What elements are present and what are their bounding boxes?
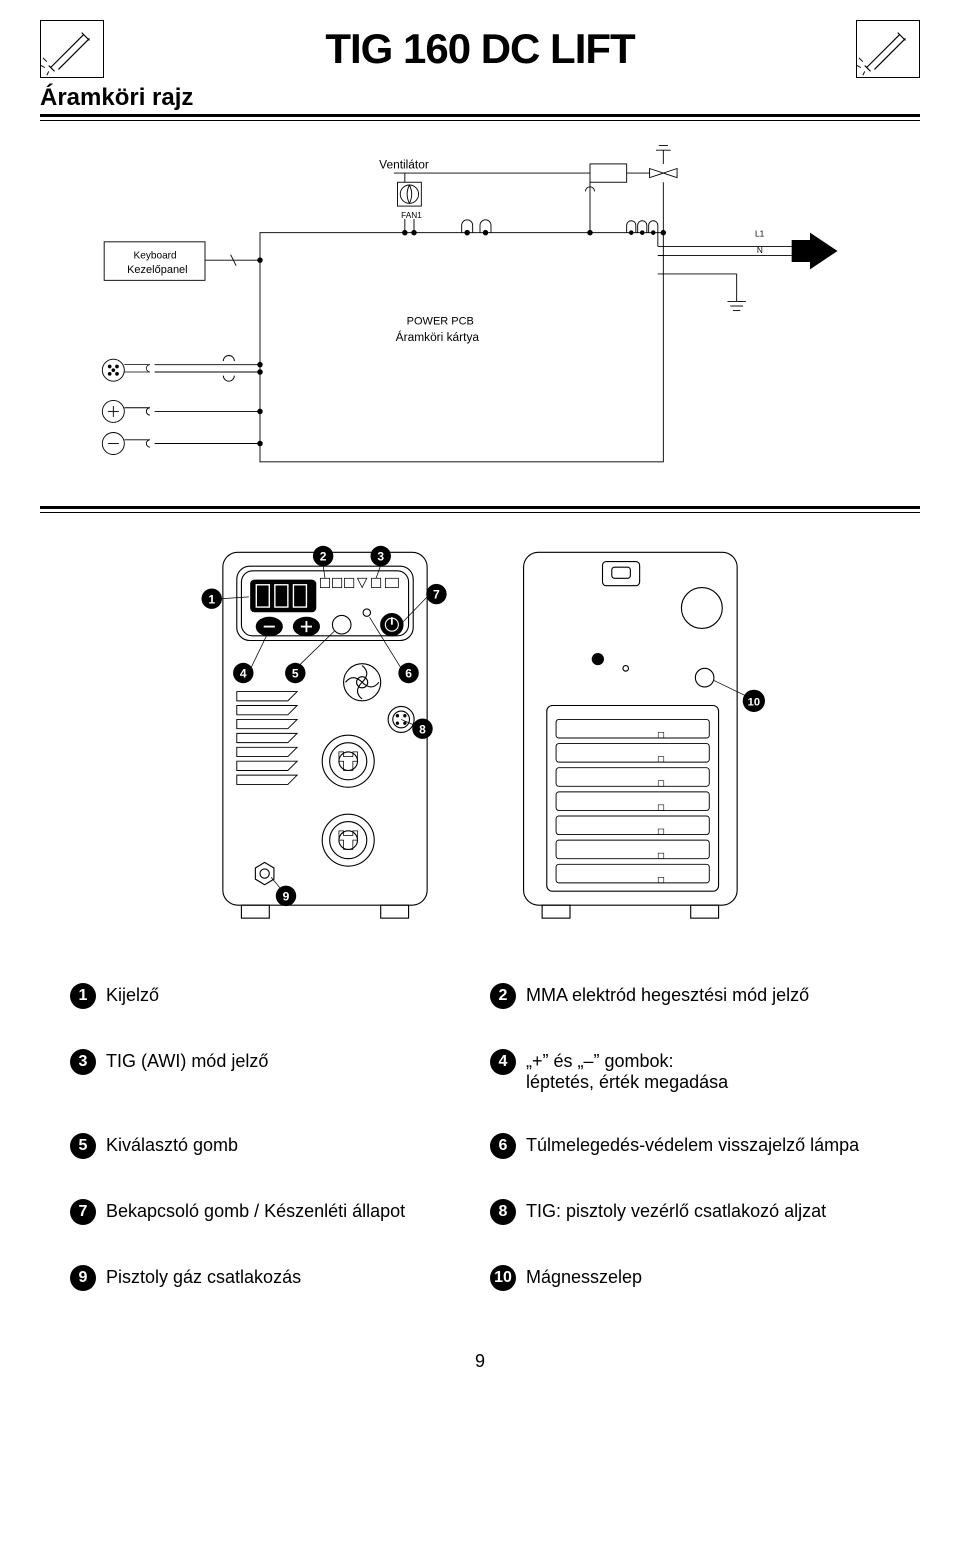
legend-badge: 3 [70, 1049, 96, 1075]
legend-item-7: 7 Bekapcsoló gomb / Készenléti állapot [70, 1199, 470, 1225]
svg-text:3: 3 [377, 550, 384, 564]
legend-text: Kijelző [106, 983, 159, 1006]
legend-item-5: 5 Kiválasztó gomb [70, 1133, 470, 1159]
front-panel-drawing: 1 2 3 4 5 6 7 8 9 [185, 543, 465, 933]
legend-text: „+” és „–” gombok: léptetés, érték megad… [526, 1049, 728, 1093]
svg-text:9: 9 [283, 890, 290, 904]
section-rule-2 [40, 506, 920, 513]
keyboard-label: Keyboard [134, 250, 177, 261]
legend-text: Mágnesszelep [526, 1265, 642, 1288]
legend-badge: 4 [490, 1049, 516, 1075]
page-header: TIG 160 DC LIFT [40, 20, 920, 78]
legend-item-9: 9 Pisztoly gáz csatlakozás [70, 1265, 470, 1291]
svg-text:4: 4 [240, 667, 247, 681]
legend-item-3: 3 TIG (AWI) mód jelző [70, 1049, 470, 1093]
circuit-diagram: POWER PCB Áramköri kártya Ventilátor FAN… [40, 141, 920, 476]
brand-logo-left [40, 20, 104, 78]
power-pcb-label: POWER PCB [407, 315, 474, 327]
legend-item-8: 8 TIG: pisztoly vezérlő csatlakozó aljza… [490, 1199, 890, 1225]
legend-badge: 1 [70, 983, 96, 1009]
brand-logo-right [856, 20, 920, 78]
n-label: N [757, 246, 763, 255]
page-number: 9 [40, 1351, 920, 1372]
svg-text:1: 1 [208, 592, 215, 606]
legend-grid: 1 Kijelző 2 MMA elektród hegesztési mód … [40, 983, 920, 1291]
page-title: TIG 160 DC LIFT [104, 25, 856, 73]
legend-badge: 7 [70, 1199, 96, 1225]
kezelopanel-label: Kezelőpanel [127, 264, 188, 276]
legend-badge: 10 [490, 1265, 516, 1291]
aramkori-kartya-label: Áramköri kártya [396, 329, 480, 344]
legend-text: Bekapcsoló gomb / Készenléti állapot [106, 1199, 405, 1222]
section-title: Áramköri rajz [40, 84, 920, 112]
legend-text: Túlmelegedés-védelem visszajelző lámpa [526, 1133, 859, 1156]
legend-text: TIG: pisztoly vezérlő csatlakozó aljzat [526, 1199, 826, 1222]
section-rule [40, 114, 920, 121]
legend-badge: 8 [490, 1199, 516, 1225]
legend-text: Pisztoly gáz csatlakozás [106, 1265, 301, 1288]
svg-text:5: 5 [292, 667, 299, 681]
legend-text: TIG (AWI) mód jelző [106, 1049, 268, 1072]
legend-item-1: 1 Kijelző [70, 983, 470, 1009]
legend-badge: 6 [490, 1133, 516, 1159]
svg-text:2: 2 [320, 550, 327, 564]
legend-badge: 5 [70, 1133, 96, 1159]
svg-text:8: 8 [419, 722, 426, 736]
back-panel-drawing: 10 [495, 543, 775, 933]
legend-text: Kiválasztó gomb [106, 1133, 238, 1156]
svg-text:6: 6 [405, 667, 412, 681]
legend-text: MMA elektród hegesztési mód jelző [526, 983, 809, 1006]
ventilator-label: Ventilátor [379, 158, 429, 172]
legend-item-10: 10 Mágnesszelep [490, 1265, 890, 1291]
fan-label: FAN1 [401, 211, 422, 220]
svg-text:7: 7 [433, 588, 440, 602]
legend-item-2: 2 MMA elektród hegesztési mód jelző [490, 983, 890, 1009]
legend-badge: 9 [70, 1265, 96, 1291]
legend-badge: 2 [490, 983, 516, 1009]
l1-label: L1 [755, 229, 765, 238]
legend-item-4: 4 „+” és „–” gombok: léptetés, érték meg… [490, 1049, 890, 1093]
svg-text:10: 10 [748, 697, 760, 709]
legend-item-6: 6 Túlmelegedés-védelem visszajelző lámpa [490, 1133, 890, 1159]
device-panels: 1 2 3 4 5 6 7 8 9 [40, 543, 920, 933]
